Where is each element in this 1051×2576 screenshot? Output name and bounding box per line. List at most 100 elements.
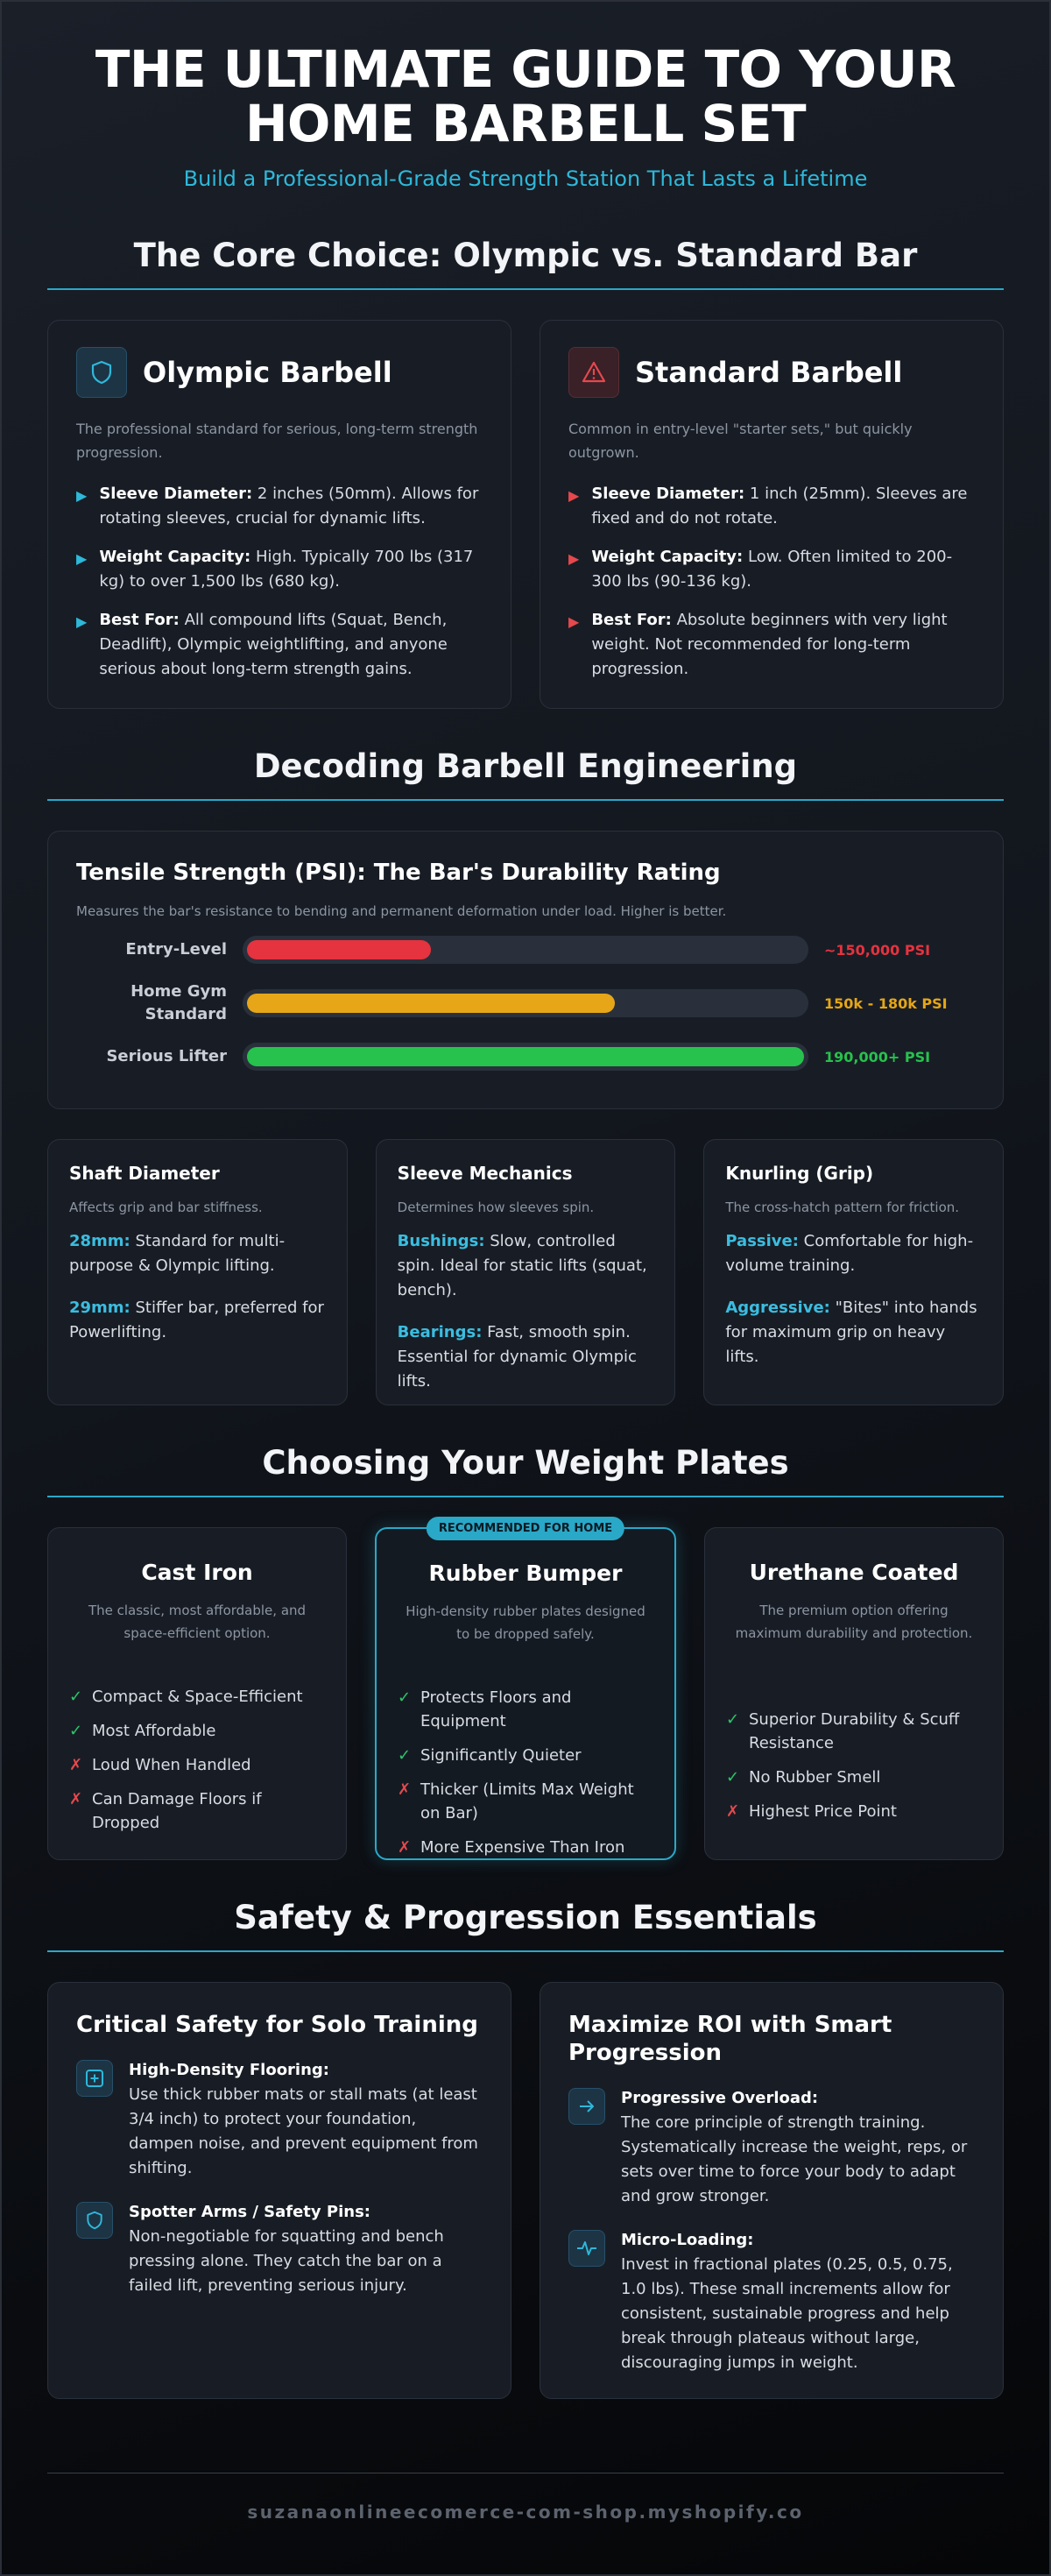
play-arrow-icon: ▶ [568, 613, 580, 630]
cross-icon: ✗ [726, 1802, 740, 1821]
cross-icon: ✗ [398, 1780, 412, 1799]
tensile-strength-card: Tensile Strength (PSI): The Bar's Durabi… [47, 831, 1004, 1109]
plate-title: Cast Iron [141, 1560, 253, 1585]
solo-safety-title: Critical Safety for Solo Training [76, 2012, 478, 2038]
play-arrow-icon: ▶ [76, 550, 88, 567]
list-item: ▶ Best For: All compound lifts (Squat, Be… [76, 608, 483, 682]
olympic-barbell-description: The professional standard for serious, l… [76, 421, 478, 461]
tensile-row-value: 190,000+ PSI [824, 1048, 931, 1065]
spec-card-knurling: Knurling (Grip) The cross-hatch pattern … [703, 1139, 1005, 1405]
olympic-barbell-title: Olympic Barbell [143, 356, 392, 389]
plate-pros-cons: ✓ Superior Durability & Scuff Resistance ✓… [726, 1708, 982, 1823]
spec-title: Shaft Diameter [69, 1163, 220, 1184]
spec-item: 28mm: Standard for multi-purpose & Olymp… [69, 1232, 286, 1275]
tensile-bar-fill [247, 994, 615, 1013]
plate-description: The premium option offering maximum dura… [735, 1603, 973, 1641]
tensile-bar-track [243, 989, 808, 1017]
plate-pros-cons: ✓ Protects Floors and Equipment ✓ Significa… [398, 1686, 653, 1859]
con-item: ✗ Highest Price Point [726, 1800, 982, 1823]
play-arrow-icon: ▶ [568, 487, 580, 504]
spec-description: Determines how sleeves spin. [397, 1200, 595, 1215]
list-item: ▶ Sleeve Diameter: 2 inches (50mm). Allow… [76, 482, 483, 531]
engineering-heading: Decoding Barbell Engineering [47, 747, 1004, 801]
spec-item: Bearings: Fast, smooth spin. Essential f… [397, 1323, 637, 1391]
hero: THE ULTIMATE GUIDE TO YOUR HOME BARBELL … [47, 2, 1004, 191]
safety-item-flooring: High-Density Flooring: Use thick rubber m… [76, 2058, 483, 2181]
con-item: ✗ Can Damage Floors if Dropped [69, 1787, 325, 1835]
cross-icon: ✗ [69, 1790, 83, 1808]
check-icon: ✓ [726, 1768, 740, 1787]
page-subtitle: Build a Professional-Grade Strength Stat… [183, 166, 868, 191]
core-choice-section: The Core Choice: Olympic vs. Standard Ba… [47, 237, 1004, 709]
spec-item: Bushings: Slow, controlled spin. Ideal f… [397, 1232, 647, 1299]
list-item: ▶ Weight Capacity: Low. Often limited to … [568, 545, 975, 594]
tensile-row-label: Serious Lifter [106, 1047, 227, 1065]
progression-item-overload: Progressive Overload: The core principle … [568, 2086, 975, 2209]
list-item: ▶ Weight Capacity: High. Typically 700 lb… [76, 545, 483, 594]
tensile-row-value: 150k - 180k PSI [824, 994, 948, 1012]
progression-item-microloading: Micro-Loading: Invest in fractional plate… [568, 2228, 975, 2375]
spec-item: 29mm: Stiffer bar, preferred for Powerli… [69, 1299, 324, 1341]
tensile-title: Tensile Strength (PSI): The Bar's Durabi… [76, 860, 721, 886]
play-arrow-icon: ▶ [76, 613, 88, 630]
spec-description: The cross-hatch pattern for friction. [725, 1200, 960, 1215]
standard-barbell-card: Standard Barbell Common in entry-level "… [540, 320, 1004, 709]
plus-square-icon [76, 2060, 113, 2097]
cross-icon: ✗ [398, 1838, 412, 1857]
tensile-description: Measures the bar's resistance to bending… [76, 903, 727, 919]
roi-progression-card: Maximize ROI with Smart Progression Progr… [540, 1982, 1004, 2399]
spec-card-shaft: Shaft Diameter Affects grip and bar stif… [47, 1139, 348, 1405]
plate-title: Urethane Coated [749, 1560, 959, 1585]
core-choice-heading: The Core Choice: Olympic vs. Standard Ba… [47, 237, 1004, 290]
solo-safety-card: Critical Safety for Solo Training High-D… [47, 1982, 511, 2399]
plate-card-cast-iron: Cast Iron The classic, most affordable, … [47, 1527, 347, 1860]
roi-title: Maximize ROI with Smart Progression [568, 2012, 892, 2066]
tensile-row-entry: Entry-Level ~150,000 PSI [76, 935, 975, 965]
safety-heading: Safety & Progression Essentials [47, 1899, 1004, 1952]
plate-description: The classic, most affordable, and space-… [88, 1603, 307, 1641]
tensile-row-serious: Serious Lifter 190,000+ PSI [76, 1042, 975, 1072]
spec-item: Passive: Comfortable for high-volume tra… [725, 1232, 974, 1275]
check-icon: ✓ [726, 1710, 740, 1729]
pro-item: ✓ Compact & Space-Efficient [69, 1685, 325, 1709]
plate-pros-cons: ✓ Compact & Space-Efficient ✓ Most Affordab… [69, 1685, 325, 1835]
olympic-barbell-card: Olympic Barbell The professional standar… [47, 320, 511, 709]
pro-item: ✓ Most Affordable [69, 1719, 325, 1743]
pro-item: ✓ Significantly Quieter [398, 1744, 653, 1767]
recommended-badge: RECOMMENDED FOR HOME [426, 1517, 625, 1540]
standard-barbell-description: Common in entry-level "starter sets," bu… [568, 421, 913, 461]
check-icon: ✓ [69, 1722, 83, 1740]
olympic-barbell-points: ▶ Sleeve Diameter: 2 inches (50mm). Allow… [76, 482, 483, 682]
safety-section: Safety & Progression Essentials Critical… [47, 1899, 1004, 2399]
tensile-row-value: ~150,000 PSI [824, 941, 931, 959]
check-icon: ✓ [398, 1688, 412, 1707]
tensile-bar-fill [247, 940, 431, 959]
list-item: ▶ Sleeve Diameter: 1 inch (25mm). Sleeves… [568, 482, 975, 531]
cross-icon: ✗ [69, 1756, 83, 1774]
pulse-icon [568, 2230, 605, 2267]
spec-card-sleeve: Sleeve Mechanics Determines how sleeves … [375, 1139, 676, 1405]
plate-card-urethane: Urethane Coated The premium option offer… [704, 1527, 1004, 1860]
play-arrow-icon: ▶ [76, 487, 88, 504]
safety-item-spotter: Spotter Arms / Safety Pins: Non-negotiabl… [76, 2200, 483, 2298]
spec-item: Aggressive: "Bites" into hands for maxim… [725, 1299, 977, 1366]
tensile-bar-track [243, 1043, 808, 1071]
tensile-bar-fill [247, 1047, 804, 1066]
arrow-right-icon [568, 2088, 605, 2125]
plates-section: Choosing Your Weight Plates Cast Iron Th… [47, 1444, 1004, 1860]
warning-triangle-icon [568, 347, 619, 398]
tensile-row-label: Entry-Level [125, 940, 227, 959]
footer-url: suzanaonlineecomerce-com-shop.myshopify.… [47, 2473, 1004, 2523]
pro-item: ✓ Superior Durability & Scuff Resistance [726, 1708, 982, 1755]
con-item: ✗ Loud When Handled [69, 1753, 325, 1777]
plate-card-rubber-bumper: RECOMMENDED FOR HOME Rubber Bumper High-… [375, 1517, 676, 1860]
plate-description: High-density rubber plates designed to b… [406, 1603, 645, 1642]
play-arrow-icon: ▶ [568, 550, 580, 567]
con-item: ✗ More Expensive Than Iron [398, 1836, 653, 1859]
shield-icon [76, 2202, 113, 2239]
spec-title: Knurling (Grip) [725, 1163, 874, 1184]
list-item: ▶ Best For: Absolute beginners with very … [568, 608, 975, 682]
tensile-row-home: Home Gym Standard 150k - 180k PSI [76, 980, 975, 1026]
pro-item: ✓ No Rubber Smell [726, 1766, 982, 1789]
